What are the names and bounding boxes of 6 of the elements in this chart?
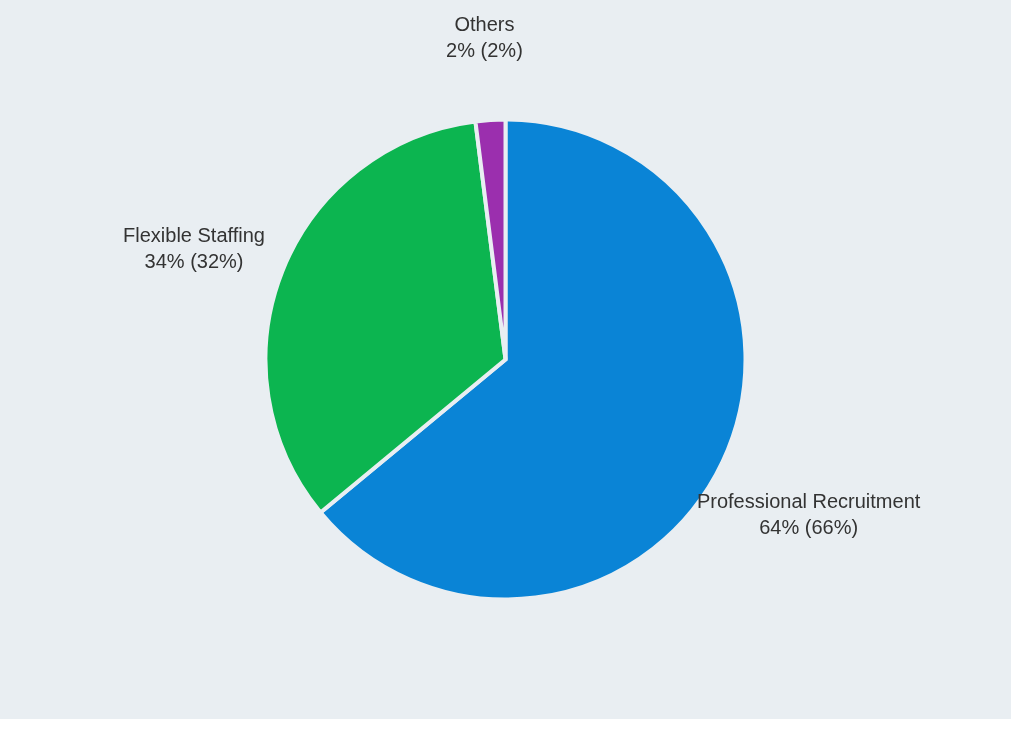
data-label: 64% (66%) (759, 516, 859, 539)
slice-label: Others (454, 13, 515, 36)
data-label: 2% (2%) (446, 39, 523, 62)
data-label: 34% (32%) (144, 250, 244, 273)
slice-label: Flexible Staffing (123, 224, 265, 247)
slice-label: Professional Recruitment (696, 490, 921, 513)
